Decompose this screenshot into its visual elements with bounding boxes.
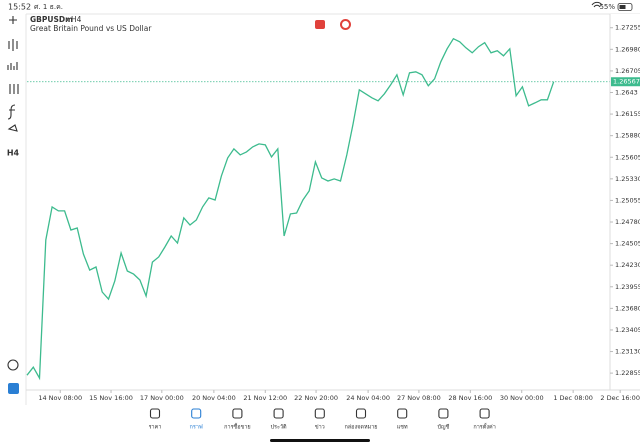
x-tick-label: 30 Nov 00:00 — [500, 394, 544, 402]
symbol: GBPUSDm — [30, 15, 73, 24]
x-tick-label: 14 Nov 08:00 — [38, 394, 82, 402]
nav-icon[interactable] — [314, 408, 325, 419]
sell-button[interactable] — [315, 20, 325, 29]
y-tick-label: 1.25605 — [615, 153, 640, 161]
x-tick-label: 24 Nov 04:00 — [346, 394, 390, 402]
current-price-label: 1.26567 — [613, 78, 640, 86]
nav-icon[interactable] — [479, 408, 490, 419]
nav-icon[interactable] — [438, 408, 449, 419]
bottom-nav: ราคา กราฟ การซื้อขาย ประวัติ ข่าว กล่องจดหมาย… — [149, 408, 496, 431]
nav-icon[interactable] — [397, 408, 408, 419]
nav-label[interactable]: กราฟ — [190, 424, 203, 431]
indicators-tool[interactable] — [7, 62, 18, 70]
crosshair-tool[interactable] — [9, 16, 17, 24]
chart-type-tool[interactable] — [8, 39, 18, 51]
y-tick-label: 1.25330 — [615, 175, 640, 183]
x-tick-label: 17 Nov 00:00 — [140, 394, 184, 402]
nav-icon[interactable] — [355, 408, 367, 419]
price-axis-panel — [610, 14, 640, 390]
settings-tool[interactable] — [9, 84, 19, 94]
y-tick-label: 1.23405 — [615, 326, 640, 334]
battery-level — [619, 5, 626, 9]
y-tick-label: 1.24505 — [615, 240, 640, 248]
y-tick-label: 1.2643 — [615, 88, 638, 96]
current-price-tag — [611, 77, 640, 87]
x-tick-label: 22 Nov 20:00 — [294, 394, 338, 402]
y-tick-label: 1.24780 — [615, 218, 640, 226]
x-tick-label: 2 Dec 16:00 — [600, 394, 640, 402]
x-tick-label: 1 Dec 08:00 — [553, 394, 593, 402]
nav-icon[interactable] — [232, 408, 243, 419]
toolbar-timeframe[interactable]: H4 — [7, 149, 20, 158]
nav-label[interactable]: บัญชี — [437, 424, 449, 431]
y-tick-label: 1.27255 — [615, 24, 640, 32]
x-tick-label: 20 Nov 04:00 — [192, 394, 236, 402]
status-battery: 55% — [599, 3, 615, 11]
y-tick-label: 1.23130 — [615, 348, 640, 356]
nav-label[interactable]: การตั้งค่า — [473, 423, 495, 431]
symbol-description: Great Britain Pound vs US Dollar — [30, 24, 152, 33]
nav-label[interactable]: ราคา — [149, 425, 162, 431]
left-toolbar — [7, 16, 19, 371]
price-line — [26, 37, 555, 381]
y-tick-label: 1.26980 — [615, 45, 640, 53]
y-tick-label: 1.25880 — [615, 132, 640, 140]
nav-icon[interactable] — [191, 408, 202, 419]
x-tick-label: 27 Nov 08:00 — [397, 394, 441, 402]
nav-label[interactable]: ประวัติ — [271, 424, 287, 431]
status-time: 15:52 — [8, 3, 31, 12]
x-tick-label: 15 Nov 16:00 — [89, 394, 133, 402]
nav-label[interactable]: แชท — [397, 424, 408, 431]
zoom-tool[interactable] — [7, 359, 19, 371]
plot-area — [26, 37, 610, 381]
battery-icon — [617, 3, 633, 11]
y-tick-label: 1.22855 — [615, 369, 640, 377]
nav-label[interactable]: การซื้อขาย — [224, 423, 250, 431]
objects-tool[interactable] — [7, 124, 18, 132]
nav-label[interactable]: กล่องจดหมาย — [344, 425, 377, 431]
y-tick-label: 1.24230 — [615, 261, 640, 269]
x-tick-label: 21 Nov 12:00 — [243, 394, 287, 402]
separator-dot — [65, 18, 69, 22]
home-indicator — [270, 439, 370, 442]
function-tool[interactable] — [7, 104, 16, 120]
nav-label[interactable]: ข่าว — [315, 425, 325, 431]
y-tick-label: 1.26155 — [615, 110, 640, 118]
y-tick-label: 1.25055 — [615, 196, 640, 204]
y-tick-label: 1.23680 — [615, 304, 640, 312]
wifi-icon — [591, 1, 603, 8]
y-tick-label: 1.23955 — [615, 283, 640, 291]
x-tick-label: 28 Nov 16:00 — [448, 394, 492, 402]
status-date: ศ. 1 ธ.ค. — [34, 3, 63, 11]
buy-button[interactable] — [340, 19, 351, 30]
nav-icon[interactable] — [273, 408, 284, 419]
trade-tool[interactable] — [8, 383, 19, 394]
chart-timeframe: H4 — [71, 15, 82, 24]
nav-icon[interactable] — [149, 408, 161, 419]
y-tick-label: 1.26705 — [615, 67, 640, 75]
